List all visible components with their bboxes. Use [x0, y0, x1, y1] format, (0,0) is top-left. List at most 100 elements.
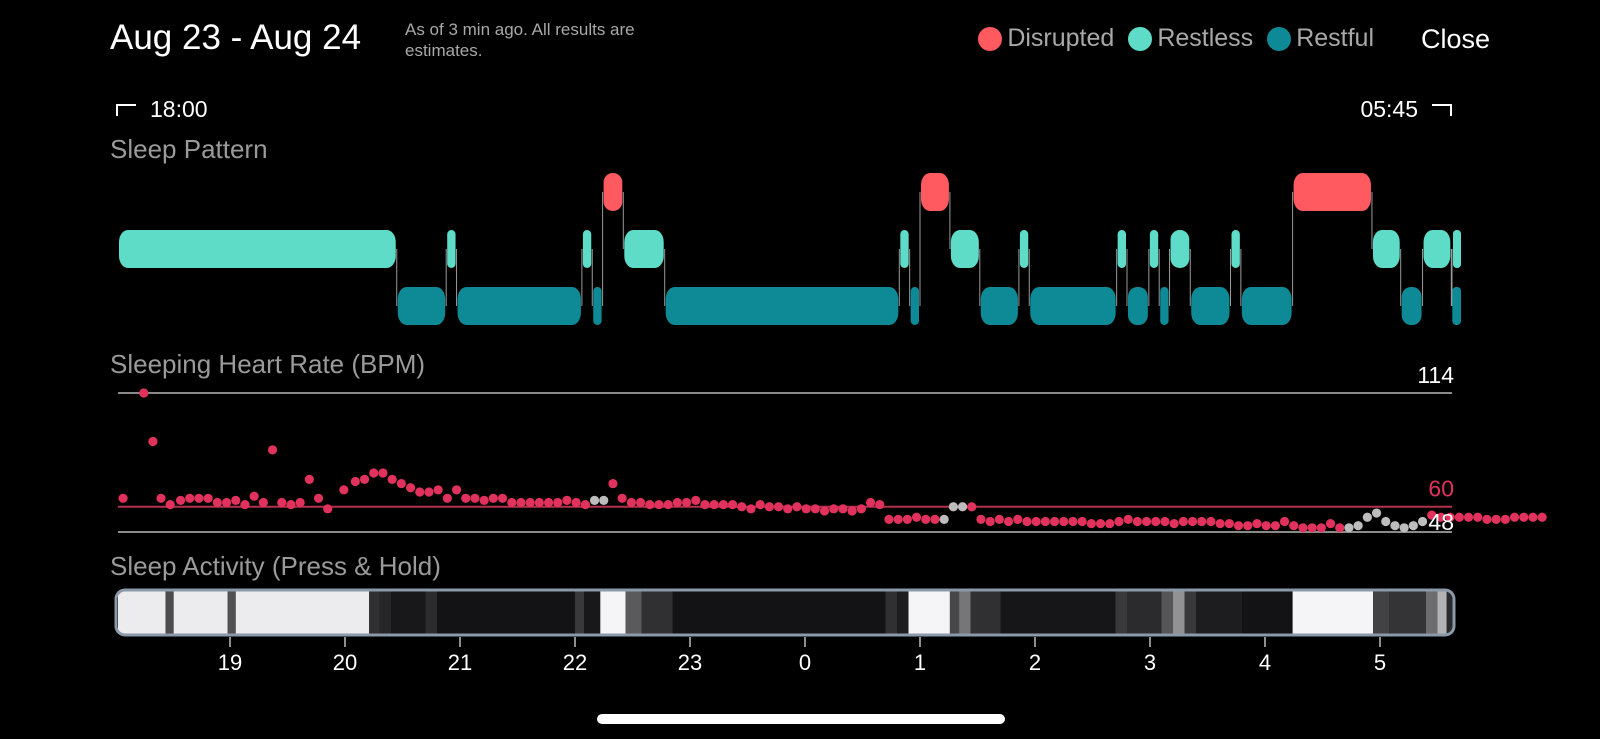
heart-rate-point	[525, 497, 535, 508]
sleep-segment-restless[interactable]	[1453, 230, 1461, 268]
heart-rate-point	[1454, 512, 1464, 522]
heart-rate-point	[231, 495, 241, 506]
x-tick-label: 19	[218, 650, 242, 675]
sleep-segment-restless[interactable]	[900, 230, 909, 268]
heart-rate-point	[1408, 521, 1418, 531]
sleep-segment-restless[interactable]	[1149, 230, 1159, 268]
heart-rate-point	[1003, 516, 1014, 527]
heart-rate-point	[709, 500, 719, 510]
sleep-segment-restful[interactable]	[1128, 287, 1148, 325]
sleep-segment-disrupted[interactable]	[1293, 173, 1371, 211]
heart-rate-point	[221, 497, 232, 508]
sleep-segment-restless[interactable]	[1117, 230, 1126, 268]
heart-rate-point	[396, 478, 406, 489]
activity-cell	[1292, 591, 1374, 634]
sleep-segment-restless[interactable]	[1231, 230, 1240, 268]
sleep-segment-restless[interactable]	[582, 230, 592, 268]
sleep-segment-restless[interactable]	[1423, 230, 1451, 268]
sleep-segment-restless[interactable]	[1019, 230, 1029, 268]
end-bracket-icon	[1432, 103, 1452, 116]
heart-rate-point	[1399, 523, 1409, 533]
heart-rate-point	[911, 512, 922, 522]
heart-rate-point	[1289, 521, 1299, 531]
heart-rate-point	[378, 468, 388, 478]
heart-rate-point	[1519, 512, 1529, 522]
heart-rate-point	[985, 516, 995, 527]
sleep-segment-restful[interactable]	[397, 287, 446, 325]
legend: Disrupted Restless Restful	[978, 24, 1374, 53]
heart-rate-point	[1463, 512, 1474, 522]
heart-rate-point	[295, 497, 305, 508]
close-button[interactable]: Close	[1420, 24, 1490, 54]
sleep-segment-restful[interactable]	[1401, 287, 1422, 325]
heart-rate-point	[1105, 518, 1115, 529]
sleep-segment-restful[interactable]	[1241, 287, 1292, 325]
sleep-activity-chart[interactable]: 19 20 21 22 23 0 1 2 3 4 5	[114, 588, 1456, 675]
sleep-segment-restful[interactable]	[593, 287, 602, 325]
sleep-segment-restless[interactable]	[447, 230, 456, 268]
activity-cell	[908, 591, 950, 634]
x-tick-label: 21	[448, 650, 472, 675]
heart-rate-point	[663, 500, 673, 510]
sleep-segment-disrupted[interactable]	[603, 173, 623, 211]
activity-cell	[1184, 591, 1196, 634]
home-indicator[interactable]	[597, 714, 1005, 724]
heart-rate-point	[1059, 516, 1069, 527]
heart-rate-point	[1169, 518, 1179, 529]
activity-cell	[391, 591, 426, 634]
sleep-segment-restful[interactable]	[1453, 287, 1461, 325]
heart-rate-point	[339, 485, 349, 495]
sleep-segment-restful[interactable]	[457, 287, 581, 325]
sleep-segment-restless[interactable]	[1170, 230, 1190, 268]
heart-rate-point	[1381, 516, 1391, 527]
heart-rate-point	[118, 493, 128, 503]
sleep-segment-restless[interactable]	[1372, 230, 1400, 268]
sleep-segment-restful[interactable]	[980, 287, 1018, 325]
activity-cell	[970, 591, 1001, 634]
sleep-segment-restful[interactable]	[910, 287, 919, 325]
sleep-segment-restless[interactable]	[119, 230, 396, 268]
heart-rate-point	[139, 388, 149, 398]
heart-rate-point	[967, 502, 977, 512]
activity-cell	[118, 591, 166, 634]
activity-cell	[1173, 591, 1185, 634]
heart-rate-point	[424, 487, 434, 497]
x-tick-label: 20	[333, 650, 357, 675]
heart-rate-point	[1233, 521, 1244, 531]
restful-dot-icon	[1267, 26, 1292, 51]
sleep-segment-restful[interactable]	[665, 287, 899, 325]
heart-rate-point	[930, 514, 940, 524]
heart-rate-point	[718, 500, 728, 510]
activity-cell	[369, 591, 380, 634]
x-tick-label: 2	[1029, 650, 1041, 675]
heart-rate-point	[672, 497, 682, 508]
sleep-pattern-chart[interactable]	[119, 173, 1461, 325]
heart-rate-point	[350, 476, 360, 487]
heart-rate-point	[1325, 518, 1336, 529]
heart-rate-point	[1013, 514, 1023, 524]
heart-rate-point	[810, 504, 820, 514]
heart-rate-point	[737, 502, 747, 512]
heart-rate-point	[1197, 516, 1207, 527]
activity-cell	[959, 591, 971, 634]
sleep-segment-disrupted[interactable]	[921, 173, 949, 211]
heart-rate-point	[1040, 516, 1050, 527]
heart-rate-point	[792, 502, 802, 512]
heart-rate-point	[479, 495, 489, 506]
heart-rate-point	[1243, 521, 1253, 531]
heart-rate-title: Sleeping Heart Rate (BPM)	[110, 349, 426, 379]
heart-rate-point	[1436, 512, 1446, 522]
sleep-segment-restful[interactable]	[1030, 287, 1116, 325]
activity-bar-frame[interactable]	[114, 588, 1456, 637]
activity-title: Sleep Activity (Press & Hold)	[110, 551, 441, 581]
sleep-segment-restless[interactable]	[950, 230, 979, 268]
heart-rate-point	[755, 500, 765, 510]
heart-rate-point	[801, 504, 811, 514]
sleep-segment-restful[interactable]	[1191, 287, 1230, 325]
legend-item-restful: Restful	[1267, 24, 1374, 53]
x-tick-label: 0	[799, 650, 811, 675]
sleep-segment-restful[interactable]	[1160, 287, 1169, 325]
legend-label: Disrupted	[1007, 24, 1115, 52]
sleep-segment-restless[interactable]	[624, 230, 664, 268]
